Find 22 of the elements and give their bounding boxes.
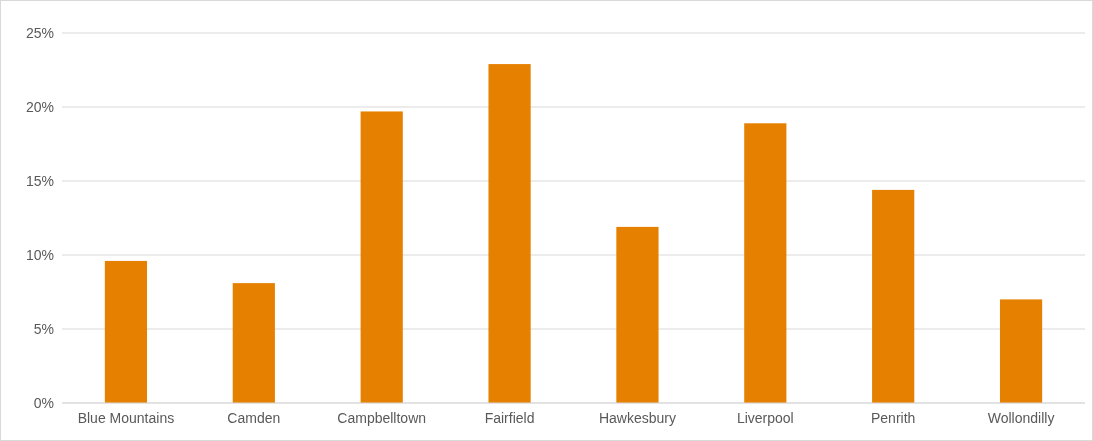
x-tick-label: Camden xyxy=(227,410,281,426)
y-tick-label: 5% xyxy=(33,320,54,337)
x-tick-label: Blue Mountains xyxy=(77,410,175,426)
x-tick-label: Wollondilly xyxy=(987,410,1055,426)
bar xyxy=(360,111,403,403)
bar xyxy=(104,260,148,403)
y-tick-label: 20% xyxy=(25,98,54,115)
bar xyxy=(232,283,275,403)
y-tick-label: 10% xyxy=(25,246,54,263)
y-tick-label: 25% xyxy=(25,24,54,41)
bar xyxy=(999,299,1043,403)
y-tick-label: 15% xyxy=(25,172,54,189)
bar xyxy=(744,123,787,403)
x-tick-label: Liverpool xyxy=(736,410,794,426)
bar xyxy=(872,189,915,403)
x-tick-label: Hawkesbury xyxy=(598,410,676,426)
bar xyxy=(488,64,531,403)
x-tick-label: Campbelltown xyxy=(337,410,427,426)
x-tick-label: Penrith xyxy=(871,410,916,426)
bar xyxy=(616,226,659,403)
x-tick-label: Fairfield xyxy=(484,410,535,426)
y-tick-label: 0% xyxy=(33,394,54,411)
